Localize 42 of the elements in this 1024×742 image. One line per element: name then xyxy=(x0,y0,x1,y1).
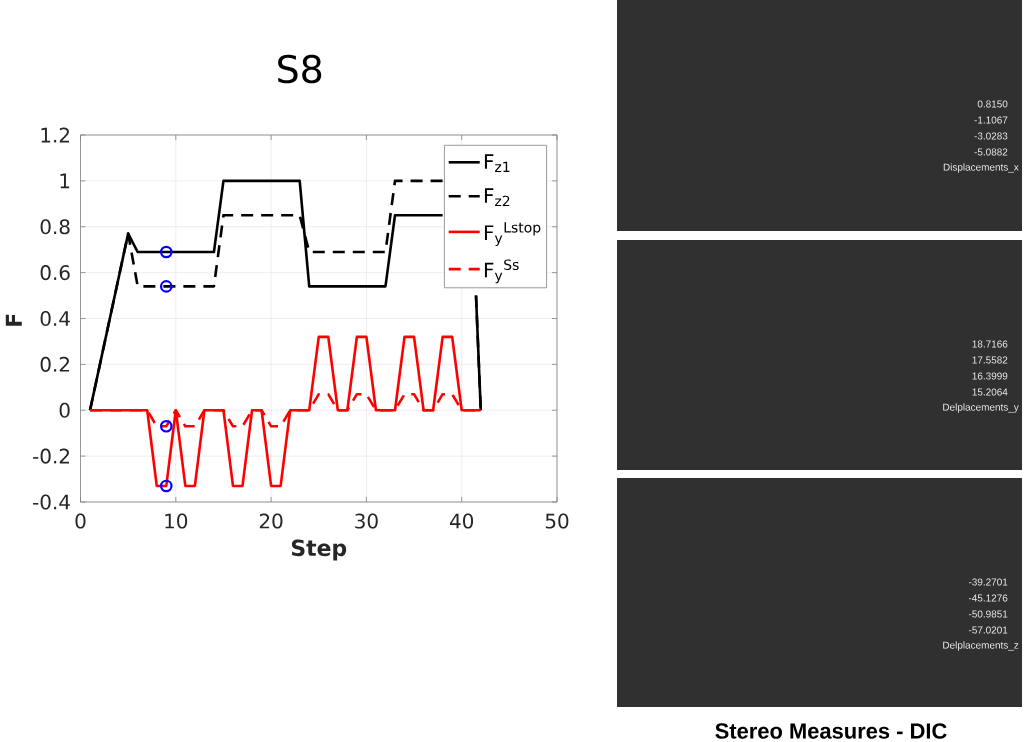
x-tick-label: 10 xyxy=(165,513,188,529)
chart-title: S8 xyxy=(278,54,322,84)
x-tick-label: 0 xyxy=(75,513,86,529)
legend-label: F$_{z2}$ xyxy=(484,188,510,207)
y-tick-label: 0.4 xyxy=(40,310,70,327)
text: Delplacements_y xyxy=(943,403,1019,413)
point xyxy=(159,245,173,259)
text: 0.8150 xyxy=(977,100,1008,108)
point xyxy=(159,420,173,433)
y-tick-label: 0.2 xyxy=(40,356,69,372)
x-tick-label: 20 xyxy=(259,513,283,529)
y-axis-title: F xyxy=(5,314,22,326)
y-tick-label: 1.2 xyxy=(41,127,69,143)
text: Displacements_x xyxy=(943,163,1019,173)
y-tick-label: -0.4 xyxy=(33,494,70,510)
legend-label: F$_{y}$Lstop xyxy=(484,222,541,246)
x-axis-title: Step xyxy=(291,539,347,561)
y-tick-label: 0.6 xyxy=(40,265,70,281)
x-tick-label: 50 xyxy=(545,513,569,529)
legend-label: F$_{y}$Ss xyxy=(484,259,519,284)
text: -57.0201 xyxy=(968,626,1008,634)
y-tick-label: -0.2 xyxy=(33,448,69,464)
x-tick-label: 30 xyxy=(355,513,378,529)
text: Delplacements_z xyxy=(943,641,1019,651)
text: -1.1067 xyxy=(974,116,1008,124)
y-tick-label: 0 xyxy=(59,402,70,418)
text: -50.9851 xyxy=(968,610,1008,618)
legend-label: F$_{z1}$ xyxy=(484,154,510,172)
text: -3.0283 xyxy=(974,132,1008,140)
text: -39.2701 xyxy=(968,578,1008,586)
text: 17.5582 xyxy=(972,356,1008,364)
text: 18.7166 xyxy=(972,340,1008,348)
text: 16.3999 xyxy=(972,372,1008,380)
x-tick-label: 40 xyxy=(450,513,474,529)
text: -5.0882 xyxy=(974,148,1008,156)
y-tick-label: 1 xyxy=(60,173,70,189)
text: Stereo Measures - DIC xyxy=(715,723,947,739)
point xyxy=(159,479,173,493)
y-tick-label: 0.8 xyxy=(40,219,70,235)
text: 15.2064 xyxy=(972,388,1008,396)
point xyxy=(159,280,173,293)
text: -45.1276 xyxy=(968,594,1008,602)
